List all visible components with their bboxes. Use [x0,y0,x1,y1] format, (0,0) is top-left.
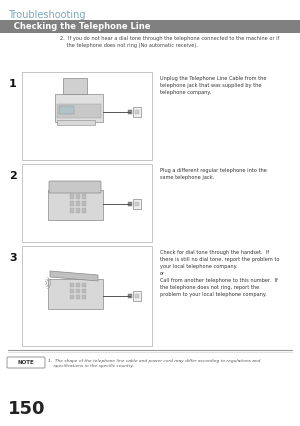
Text: Plug a different regular telephone into the
same telephone jack.: Plug a different regular telephone into … [160,168,267,180]
Bar [55,94,103,122]
Bar [133,291,141,301]
Bar [76,295,80,299]
Bar [76,208,80,213]
Text: Unplug the Telephone Line Cable from the
telephone jack that was supplied by the: Unplug the Telephone Line Cable from the… [160,76,266,95]
Bar [22,246,152,346]
Text: Troubleshooting: Troubleshooting [8,10,85,20]
Bar [82,201,86,206]
Bar [82,283,86,287]
Text: Checking the Telephone Line: Checking the Telephone Line [8,22,151,31]
Bar [76,201,80,206]
Text: 2: 2 [9,171,17,181]
Bar [70,194,74,199]
Bar [76,194,80,199]
Bar [48,279,103,309]
Bar [135,294,139,298]
Text: 150: 150 [8,400,46,418]
Bar [128,202,132,206]
Bar [70,289,74,293]
Bar [57,104,101,118]
Bar [76,289,80,293]
Text: Check for dial tone through the handset.  If
there is still no dial tone, report: Check for dial tone through the handset.… [160,250,279,297]
Polygon shape [63,78,87,94]
Bar [59,106,74,114]
Text: 2.  If you do not hear a dial tone through the telephone connected to the machin: 2. If you do not hear a dial tone throug… [60,36,279,48]
Text: 3: 3 [9,253,17,263]
Bar [82,289,86,293]
Bar [135,202,139,206]
Bar [22,164,152,242]
Bar [128,110,132,114]
Text: NOTE: NOTE [18,360,34,365]
Bar [82,295,86,299]
Bar [82,208,86,213]
FancyBboxPatch shape [49,181,101,193]
Bar [70,201,74,206]
Bar [133,199,141,209]
Bar [57,120,95,125]
Bar [22,72,152,160]
FancyBboxPatch shape [7,357,45,368]
Bar [82,194,86,199]
Bar [70,208,74,213]
Bar [0,20,300,33]
Bar [128,294,132,298]
Bar [48,190,103,220]
Text: 1: 1 [9,79,17,89]
Text: 1.  The shape of the telephone line cable and power cord may differ according to: 1. The shape of the telephone line cable… [48,359,260,368]
Bar [133,107,141,117]
Bar [70,283,74,287]
Bar [76,283,80,287]
Bar [70,295,74,299]
Polygon shape [50,271,98,281]
Bar [135,110,139,114]
